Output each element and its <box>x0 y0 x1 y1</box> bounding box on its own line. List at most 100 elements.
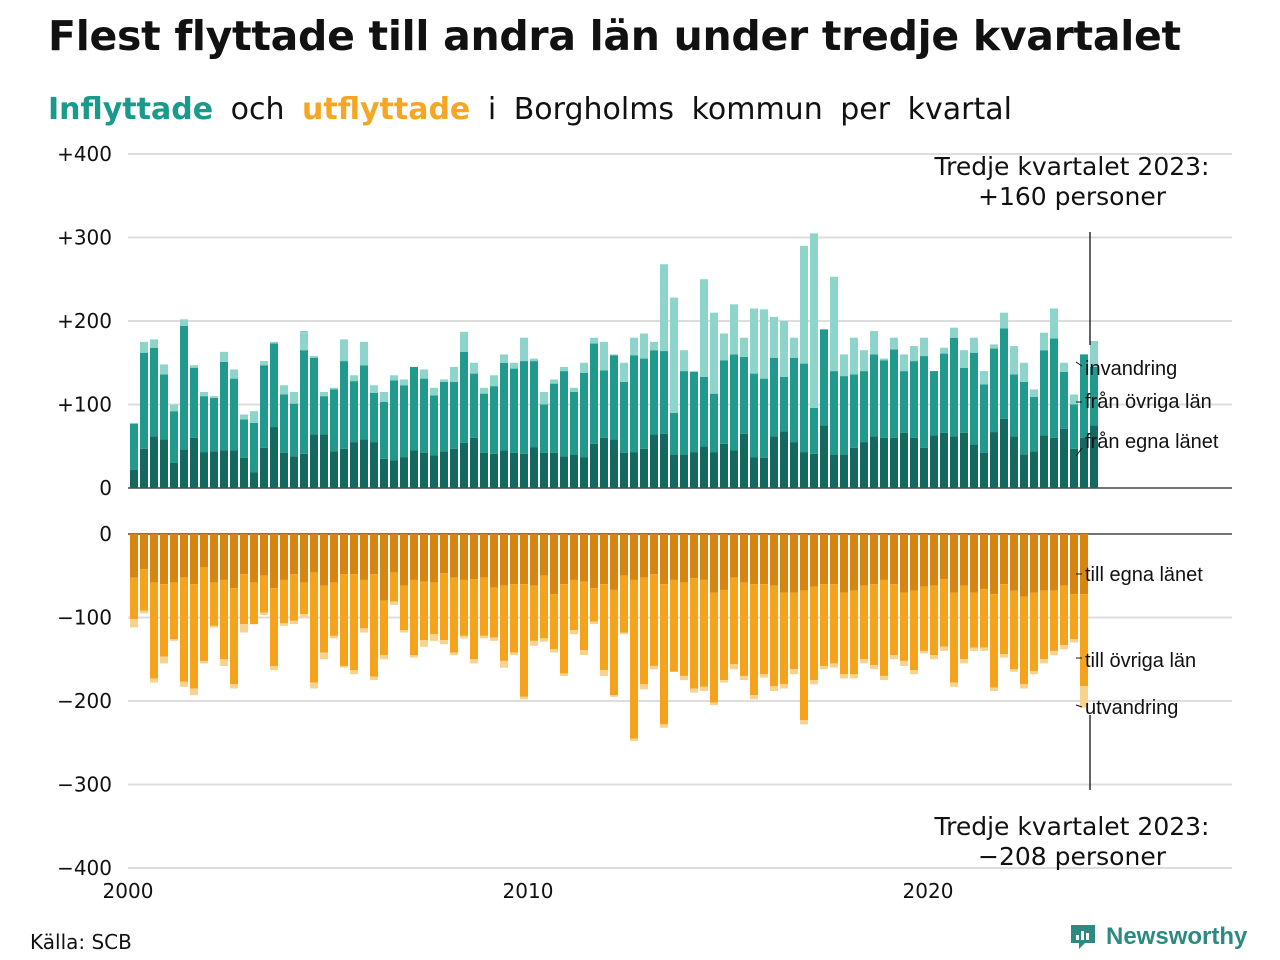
bar-out-ovriga <box>970 592 978 648</box>
bar-out-utvandring <box>890 655 898 660</box>
bar-out-utvandring <box>280 623 288 626</box>
bar-out-utvandring <box>790 669 798 675</box>
bar-out-egna <box>530 534 538 586</box>
bar-out-utvandring <box>660 724 668 728</box>
bar-out-ovriga <box>320 585 328 653</box>
bar-out-ovriga <box>540 575 548 639</box>
bar-out-egna <box>190 534 198 585</box>
leader-utvandring <box>1075 704 1083 708</box>
bar-in-ovriga <box>210 397 218 452</box>
bar-out-ovriga <box>440 573 448 641</box>
bar-in-invandring <box>260 361 268 366</box>
bar-in-invandring <box>300 331 308 351</box>
bar-in-invandring <box>780 321 788 377</box>
bar-out-egna <box>960 534 968 586</box>
bar-in-egna <box>130 469 138 488</box>
bar-in-ovriga <box>910 361 918 438</box>
bar-out-utvandring <box>370 676 378 681</box>
bar-out-utvandring <box>680 675 688 681</box>
bar-out-egna <box>280 534 288 580</box>
bar-in-invandring <box>1010 346 1018 375</box>
bar-out-ovriga <box>900 592 908 661</box>
bar-out-utvandring <box>240 624 248 633</box>
bar-out-utvandring <box>560 673 568 676</box>
bar-in-invandring <box>340 339 348 362</box>
bar-out-utvandring <box>200 660 208 664</box>
bar-out-utvandring <box>870 665 878 670</box>
bar-out-utvandring <box>620 632 628 635</box>
bar-in-invandring <box>560 366 568 372</box>
bar-in-egna <box>950 436 958 488</box>
bar-in-egna <box>380 458 388 488</box>
bar-out-egna <box>1060 534 1068 586</box>
bar-out-egna <box>350 534 358 575</box>
bar-in-ovriga <box>440 381 448 452</box>
bar-out-egna <box>880 534 888 580</box>
bar-in-invandring <box>700 279 708 377</box>
bar-in-egna <box>980 452 988 488</box>
x-tick-label: 2020 <box>903 879 954 903</box>
bar-out-utvandring <box>550 649 558 653</box>
bar-in-ovriga <box>980 384 988 453</box>
bar-in-ovriga <box>130 423 138 470</box>
bar-in-invandring <box>670 297 678 413</box>
bar-out-utvandring <box>300 614 308 618</box>
annotation-top-line2: +160 personer <box>978 182 1167 211</box>
bar-out-ovriga <box>590 588 598 622</box>
bar-in-egna <box>390 460 398 488</box>
bar-in-ovriga <box>720 360 728 444</box>
bar-in-invandring <box>380 391 388 402</box>
bar-in-egna <box>210 451 218 488</box>
bar-out-utvandring <box>590 621 598 625</box>
bar-in-ovriga <box>340 361 348 449</box>
bar-in-invandring <box>1030 389 1038 397</box>
bar-out-utvandring <box>510 652 518 656</box>
bar-in-egna <box>260 447 268 488</box>
bar-out-utvandring <box>800 720 808 725</box>
bar-out-egna <box>440 534 448 574</box>
bar-in-invandring <box>1020 362 1028 382</box>
bar-in-ovriga <box>420 378 428 453</box>
bar-out-ovriga <box>730 577 738 665</box>
bar-in-egna <box>740 433 748 488</box>
bar-in-invandring <box>810 233 818 408</box>
bar-out-utvandring <box>430 634 438 641</box>
bar-in-egna <box>530 447 538 488</box>
bar-in-invandring <box>470 362 478 374</box>
bar-in-invandring <box>400 379 408 386</box>
bar-out-egna <box>410 534 418 580</box>
bar-out-egna <box>760 534 768 585</box>
bar-out-ovriga <box>510 584 518 653</box>
bar-in-invandring <box>920 337 928 357</box>
bar-in-invandring <box>1090 341 1098 367</box>
bar-in-egna <box>480 452 488 488</box>
bar-out-ovriga <box>1070 594 1078 640</box>
bar-in-ovriga <box>330 389 338 452</box>
chart-subtitle: Inflyttade och utflyttade i Borgholms ko… <box>48 92 1012 127</box>
bar-out-utvandring <box>360 628 368 633</box>
bar-in-egna <box>700 446 708 488</box>
bar-in-invandring <box>420 369 428 379</box>
bar-in-egna <box>890 437 898 488</box>
bar-in-invandring <box>210 396 218 398</box>
bar-out-egna <box>630 534 638 580</box>
x-tick-label: 2000 <box>103 879 154 903</box>
bar-out-utvandring <box>690 688 698 693</box>
bar-in-ovriga <box>540 404 548 453</box>
bar-out-ovriga <box>490 587 498 638</box>
bar-in-invandring <box>580 362 588 373</box>
bar-out-egna <box>860 534 868 586</box>
bar-out-utvandring <box>350 670 358 675</box>
bar-out-ovriga <box>270 588 278 666</box>
bar-out-ovriga <box>630 579 638 739</box>
bar-in-egna <box>440 451 448 488</box>
bar-in-egna <box>270 427 278 488</box>
bar-in-ovriga <box>560 371 568 457</box>
bar-out-ovriga <box>150 582 158 679</box>
bar-in-invandring <box>170 404 178 412</box>
newsworthy-icon <box>1071 925 1095 949</box>
series-label-in: invandring <box>1085 358 1177 380</box>
bar-in-ovriga <box>670 412 678 455</box>
bar-in-invandring <box>150 339 158 348</box>
bar-in-ovriga <box>270 343 278 428</box>
